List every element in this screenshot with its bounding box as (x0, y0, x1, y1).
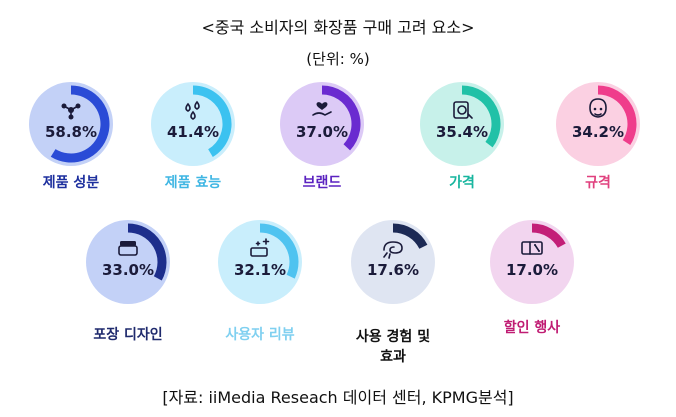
gauge-arc (192, 85, 232, 158)
face-icon (589, 98, 607, 118)
category-label: 제품 성분 (42, 175, 100, 191)
category-label: 사용 경험 및 효과 (355, 329, 431, 365)
gauge-item: 17.0% (482, 212, 582, 312)
gauge-svg: 58.8% (29, 82, 113, 166)
gauge-arc (127, 223, 167, 281)
gauge-value-label: 34.2% (572, 123, 624, 141)
gauge-svg: 33.0% (86, 220, 170, 304)
gauge-arc (461, 85, 501, 148)
gauge-value-label: 37.0% (296, 123, 348, 141)
coupon-icon (521, 241, 543, 255)
gauge-value-label: 17.0% (506, 261, 558, 279)
category-label: 가격 (449, 175, 475, 191)
gauge-item: 35.4% (412, 74, 512, 174)
hand-heart-icon (312, 102, 332, 116)
gauge-svg: 35.4% (420, 82, 504, 166)
gauge-value-label: 35.4% (436, 123, 488, 141)
gauge-arc (259, 223, 299, 279)
category-label: 규격 (585, 175, 611, 191)
gauge-value-label: 17.6% (367, 261, 419, 279)
gauge-svg: 32.1% (218, 220, 302, 304)
category-label: 제품 효능 (164, 175, 222, 191)
gauge-svg: 17.0% (490, 220, 574, 304)
gauge-item: 33.0% (78, 212, 178, 312)
category-label: 포장 디자인 (93, 327, 163, 343)
swirl-icon (383, 241, 403, 259)
gauge-value-label: 33.0% (102, 261, 154, 279)
price-tag-icon (453, 101, 473, 119)
category-label: 할인 행사 (503, 320, 561, 336)
gauge-arc (50, 85, 110, 163)
molecule-icon (61, 103, 81, 120)
gauge-value-label: 58.8% (45, 123, 97, 141)
gauge-item: 41.4% (143, 74, 243, 174)
gauge-arc (321, 85, 361, 151)
gauge-value-label: 32.1% (234, 261, 286, 279)
gauge-arc (392, 223, 428, 250)
gauge-value-label: 41.4% (167, 123, 219, 141)
gauge-item: 34.2% (548, 74, 648, 174)
source-note: [자료: iiMedia Reseach 데이터 센터, KPMG분석] (162, 388, 514, 407)
category-label: 사용자 리뷰 (225, 327, 295, 343)
gauge-svg: 41.4% (151, 82, 235, 166)
gauge-item: 58.8% (21, 74, 121, 174)
gauge-svg: 17.6% (351, 220, 435, 304)
gauge-item: 32.1% (210, 212, 310, 312)
sparkle-box-icon (250, 238, 270, 257)
category-label: 브랜드 (302, 175, 342, 191)
gauge-arc (531, 223, 566, 249)
gauge-item: 17.6% (343, 212, 443, 312)
unit-label: (단위: %) (306, 50, 370, 68)
gauge-svg: 34.2% (556, 82, 640, 166)
gauge-arc (597, 85, 637, 146)
cream-jar-icon (118, 241, 138, 256)
gauge-item: 37.0% (272, 74, 372, 174)
droplets-icon (185, 100, 200, 120)
chart-title: <중국 소비자의 화장품 구매 고려 요소> (201, 18, 475, 37)
gauge-svg: 37.0% (280, 82, 364, 166)
